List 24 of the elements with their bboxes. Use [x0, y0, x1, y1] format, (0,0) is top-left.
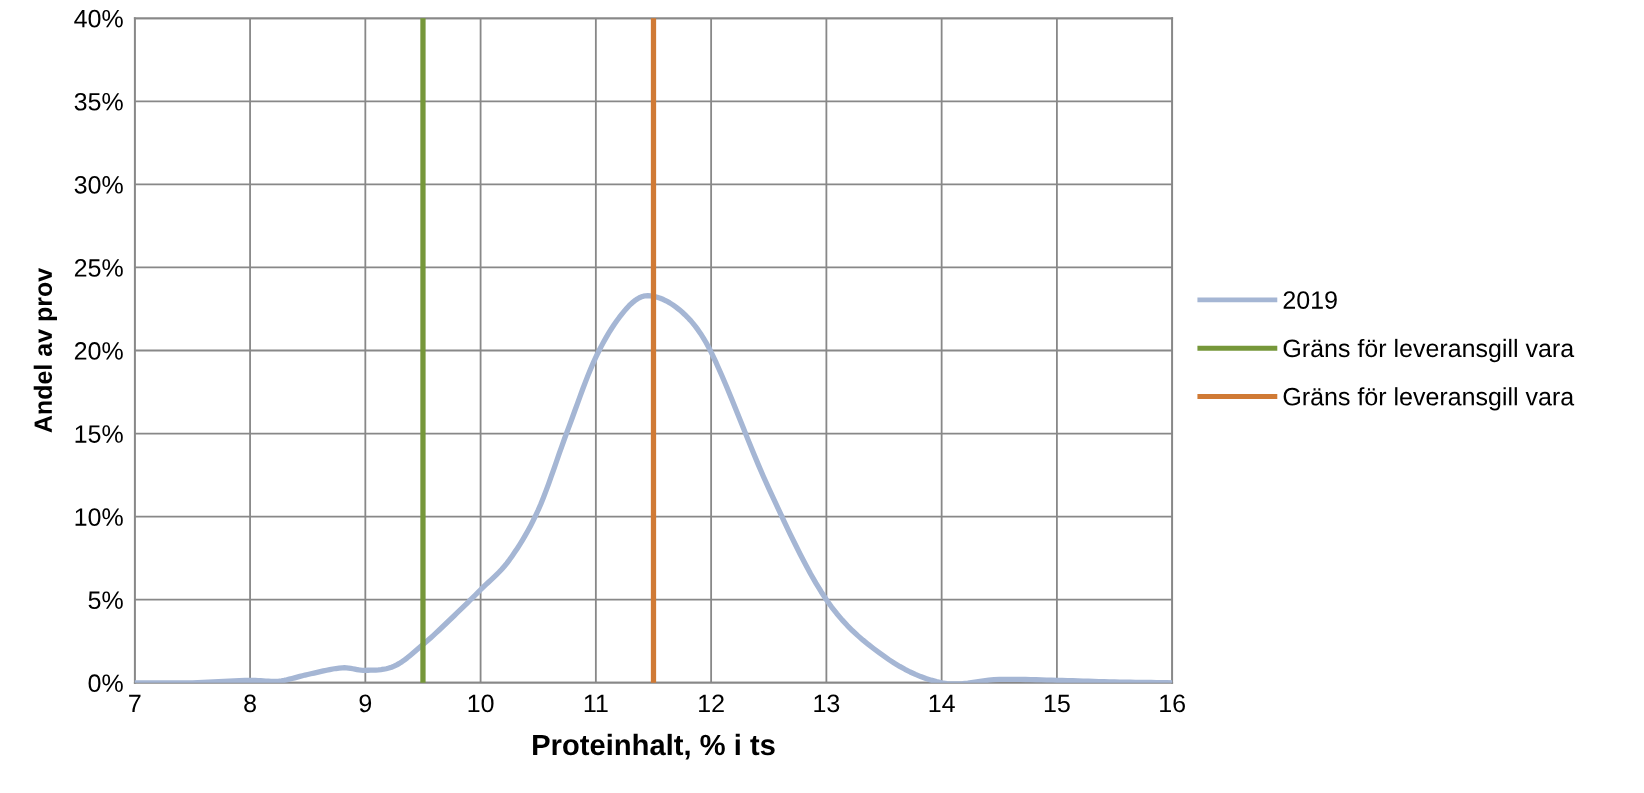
x-tick-label: 16 [1160, 694, 1185, 713]
legend-label: Gräns för leveransgill vara [1283, 387, 1575, 411]
y-tick-label: 20% [74, 342, 123, 360]
x-tick-label: 13 [814, 694, 840, 713]
legend-label: 2019 [1283, 291, 1337, 309]
y-tick-label: 5% [88, 591, 123, 610]
x-tick-label: 8 [244, 694, 256, 713]
y-axis-title: Andel av prov [33, 267, 57, 433]
x-tick-label: 15 [1044, 694, 1070, 713]
x-tick-label: 10 [468, 694, 494, 713]
x-axis-title: Proteinhalt, % i ts [533, 733, 775, 760]
y-tick-label: 15% [75, 425, 123, 443]
x-tick-label: 12 [699, 694, 724, 712]
x-tick-label: 11 [584, 694, 608, 712]
x-tick-label: 9 [359, 694, 372, 713]
y-tick-label: 0% [88, 674, 123, 693]
y-tick-label: 10% [75, 508, 123, 526]
x-tick-label: 7 [129, 694, 141, 712]
x-tick-label: 14 [929, 694, 955, 712]
y-tick-label: 40% [74, 9, 123, 28]
legend-label: Gräns för leveransgill vara [1283, 338, 1575, 363]
y-tick-label: 25% [74, 259, 123, 277]
y-tick-label: 35% [74, 92, 123, 111]
y-tick-label: 30% [74, 175, 123, 194]
